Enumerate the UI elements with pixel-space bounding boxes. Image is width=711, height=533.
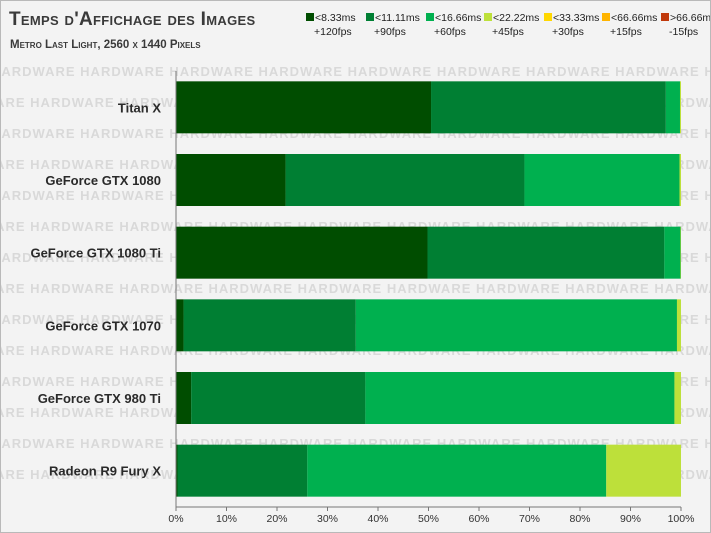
category-label: Radeon R9 Fury X — [49, 464, 161, 479]
legend-label-fps: +120fps — [314, 26, 352, 38]
legend-swatch — [366, 13, 374, 21]
legend-swatch — [426, 13, 434, 21]
x-tick-label: 30% — [317, 513, 338, 525]
bar-segment — [365, 372, 675, 424]
legend-item: >66.66ms -15fps — [661, 12, 711, 38]
x-tick-label: 60% — [468, 513, 489, 525]
legend-swatch — [484, 13, 492, 21]
bar-segment — [606, 444, 681, 497]
bar-segment — [524, 154, 680, 206]
category-label: GeForce GTX 980 Ti — [38, 391, 161, 406]
bar-segment — [183, 299, 356, 352]
category-label: GeForce GTX 1080 Ti — [30, 246, 161, 261]
bar-segment — [355, 299, 677, 352]
bar-segment — [191, 372, 366, 424]
legend-label-ms: >66.66ms — [670, 12, 711, 24]
bar-segment — [176, 81, 432, 134]
bar-segment — [176, 372, 192, 424]
legend-item: <11.11ms +90fps — [366, 12, 420, 38]
bar-segment — [676, 299, 681, 352]
x-tick-label: 0% — [168, 513, 183, 525]
category-label: Titan X — [118, 100, 161, 115]
legend-label-fps: -15fps — [669, 26, 699, 38]
legend-item: <16.66ms +60fps — [426, 12, 482, 38]
legend-label-fps: +60fps — [434, 26, 466, 38]
bar-segment — [176, 299, 184, 352]
x-tick-label: 20% — [266, 513, 287, 525]
legend-item: <22.22ms +45fps — [484, 12, 540, 38]
bar-segment — [665, 81, 680, 134]
legend-label-ms: <16.66ms — [435, 12, 482, 24]
legend-swatch — [544, 13, 552, 21]
legend-item: <8.33ms +120fps — [306, 12, 356, 38]
x-tick-label: 70% — [519, 513, 540, 525]
bar-segment — [176, 154, 286, 206]
bar-segment — [664, 226, 681, 279]
x-tick-label: 40% — [367, 513, 388, 525]
legend-swatch — [661, 13, 669, 21]
bar-segment — [176, 226, 428, 279]
legend-label-ms: <8.33ms — [315, 12, 356, 24]
legend-label-fps: +90fps — [374, 26, 406, 38]
x-tick-label: 50% — [418, 513, 439, 525]
x-tick-label: 10% — [216, 513, 237, 525]
bar-segment — [679, 154, 681, 206]
chart-subtitle: Metro Last Light, 2560 x 1440 Pixels — [10, 39, 201, 51]
category-label: GeForce GTX 1080 — [45, 173, 161, 188]
chart-title: Temps d'Affichage des Images — [9, 9, 256, 30]
bar-segment — [674, 372, 681, 424]
bar-segment — [307, 444, 607, 497]
bar-segment — [176, 444, 178, 497]
legend-label-ms: <11.11ms — [375, 12, 420, 24]
x-tick-label: 80% — [569, 513, 590, 525]
legend-label-ms: <33.33ms — [553, 12, 600, 24]
legend-label-ms: <22.22ms — [493, 12, 540, 24]
legend-item: <33.33ms +30fps — [544, 12, 600, 38]
legend-swatch — [602, 13, 610, 21]
legend-item: <66.66ms +15fps — [602, 12, 658, 38]
legend-swatch — [306, 13, 314, 21]
legend-label-fps: +15fps — [610, 26, 642, 38]
bar-segment — [427, 226, 665, 279]
category-label: GeForce GTX 1070 — [45, 318, 161, 333]
bar-segment — [431, 81, 666, 134]
x-tick-label: 100% — [668, 513, 695, 525]
x-tick-label: 90% — [620, 513, 641, 525]
bar-segment — [285, 154, 525, 206]
bar-segment — [680, 226, 681, 279]
legend-label-ms: <66.66ms — [611, 12, 658, 24]
legend-label-fps: +30fps — [552, 26, 584, 38]
bar-segment — [177, 444, 308, 497]
legend-label-fps: +45fps — [492, 26, 524, 38]
bar-segment — [679, 81, 681, 134]
